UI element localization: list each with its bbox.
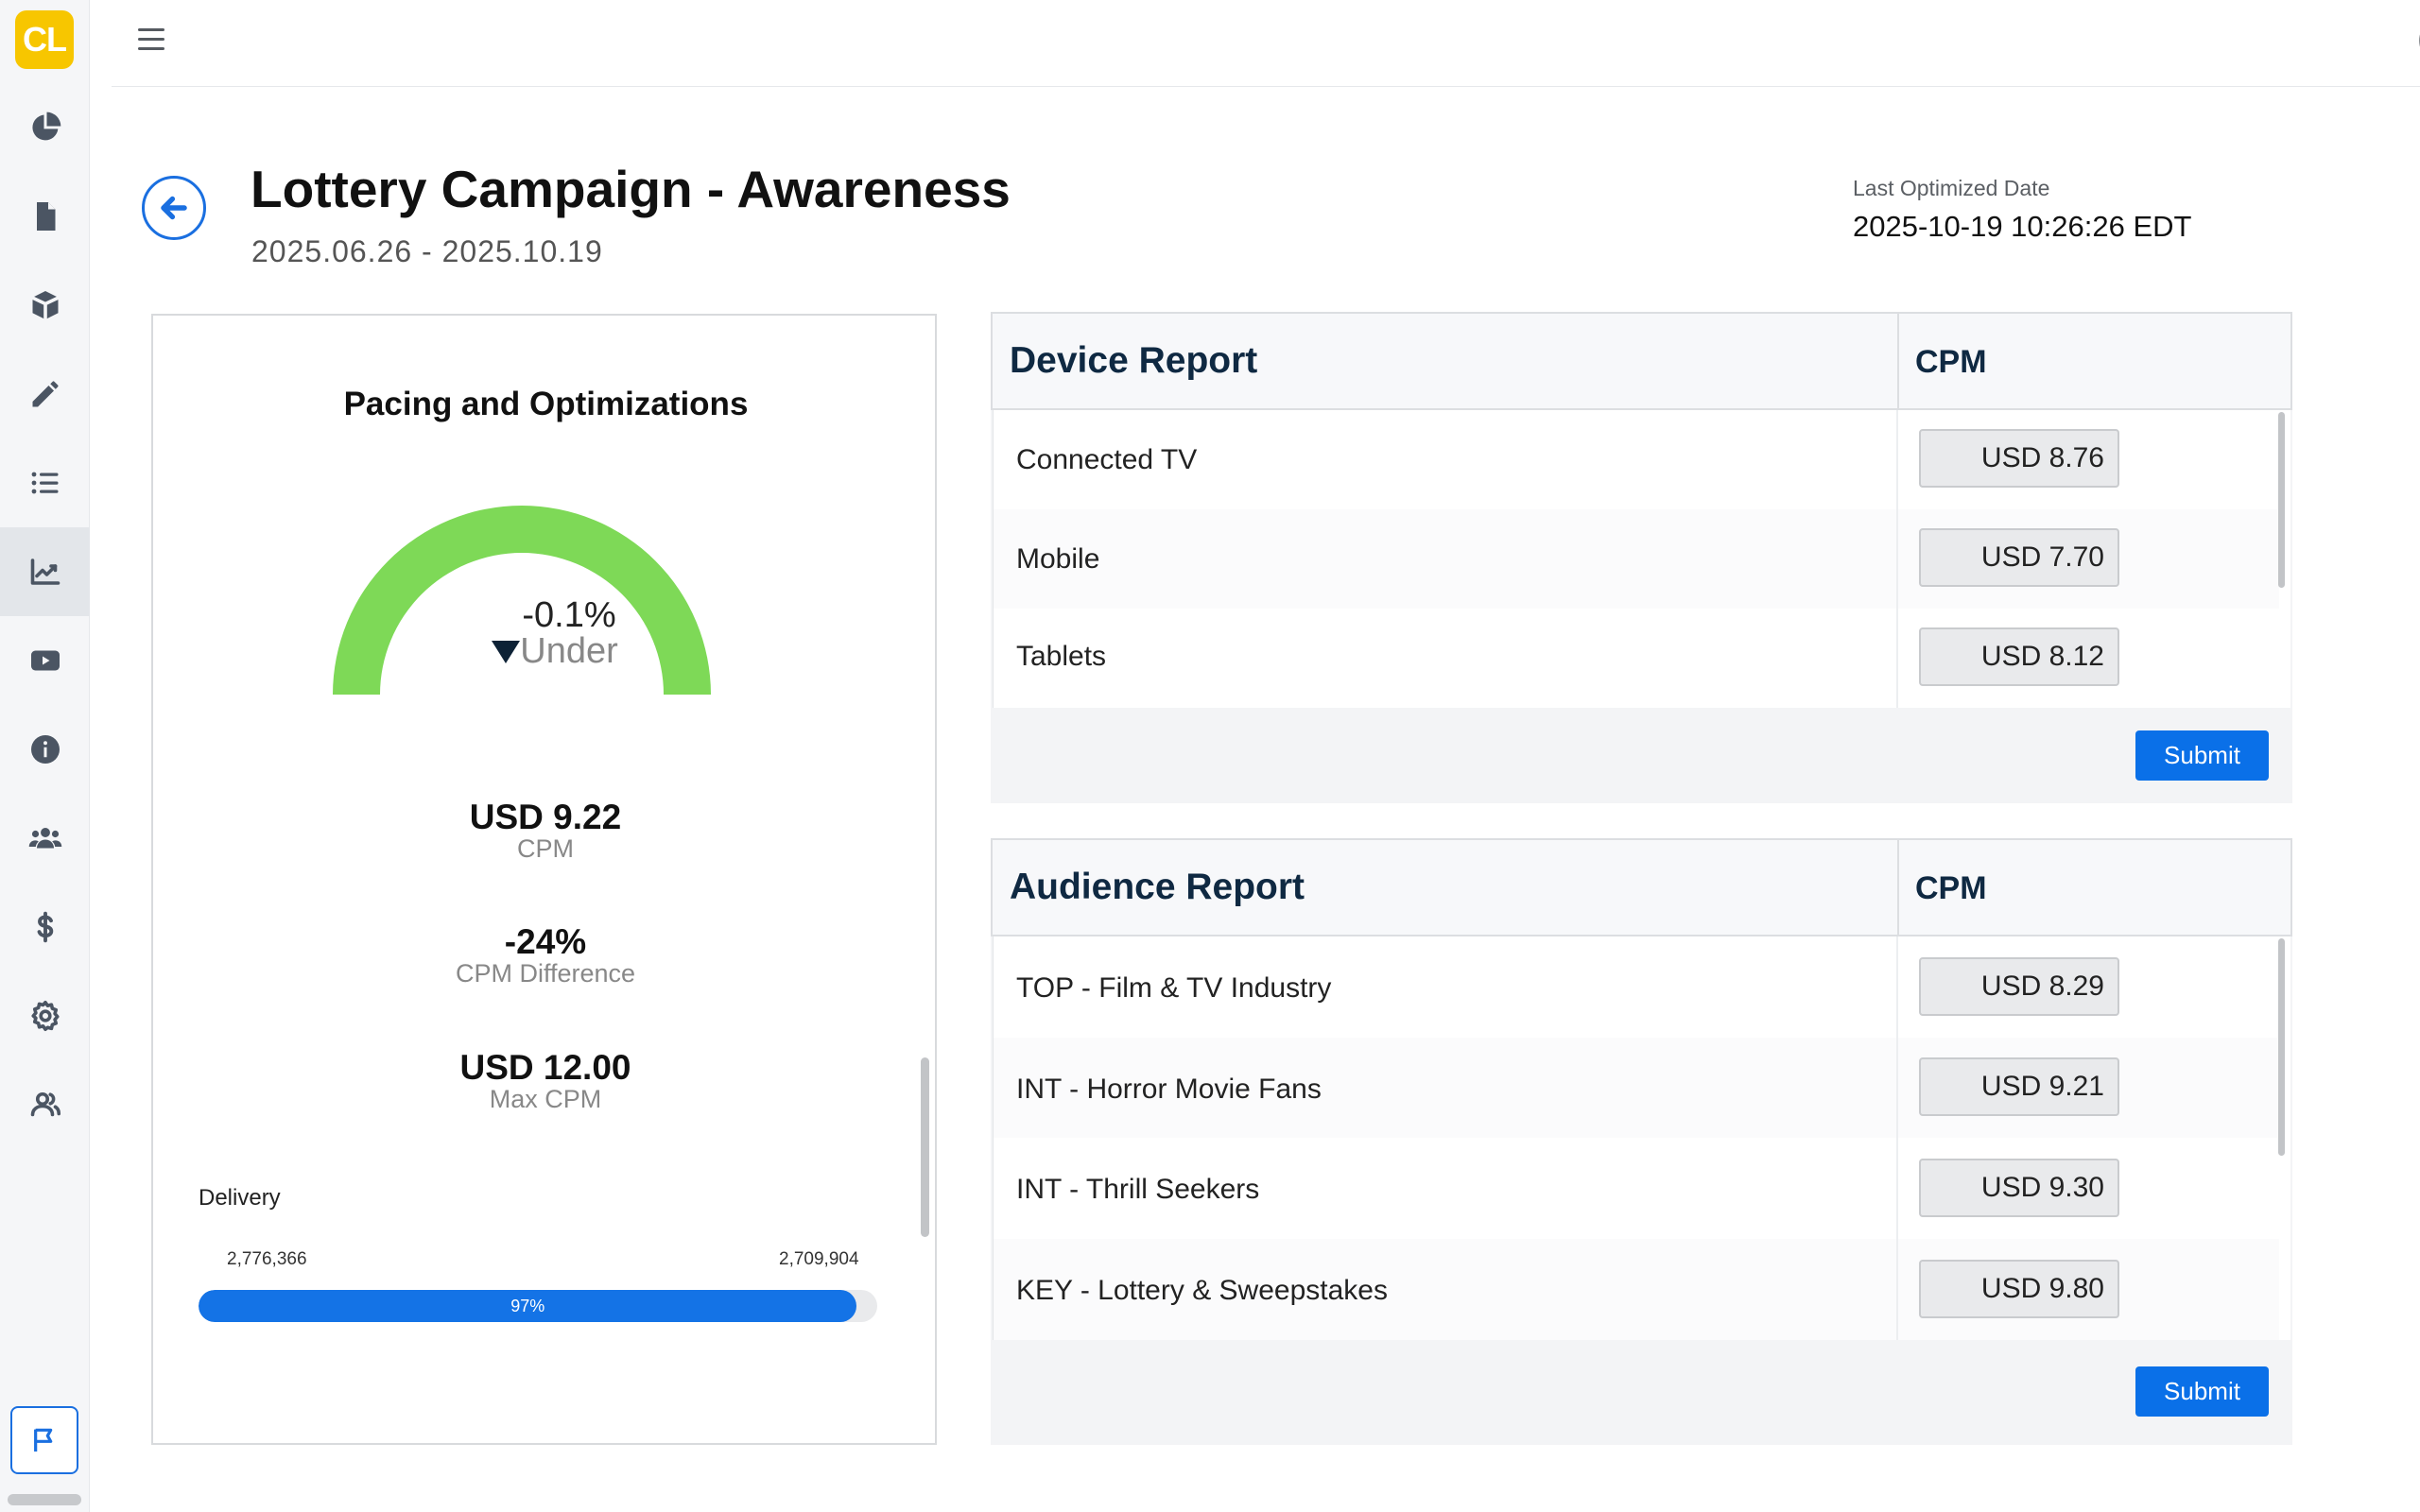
gauge-label: Under	[520, 631, 618, 671]
pencil-icon	[32, 381, 58, 407]
pacing-gauge	[333, 506, 711, 695]
audience-cpm-input[interactable]: USD 9.30	[1919, 1159, 2119, 1217]
dashboard-icon	[31, 112, 60, 141]
pacing-card: Pacing and Optimizations -0.1% Under USD…	[151, 314, 937, 1445]
gear-icon	[30, 1000, 60, 1032]
delivery-progress-bar: 97%	[199, 1290, 877, 1322]
device-cpm-header: CPM	[1915, 344, 1987, 380]
pacing-title: Pacing and Optimizations	[343, 386, 749, 422]
last-optimized-label: Last Optimized Date	[1853, 176, 2050, 200]
max-cpm-label: Max CPM	[489, 1085, 602, 1113]
device-report: Device Report CPM Connected TV USD 8.76 …	[991, 312, 2292, 803]
delivery-progress-fill: 97%	[199, 1290, 857, 1322]
device-report-header: Device Report CPM	[991, 312, 2292, 412]
page-title: Lottery Campaign - Awareness	[251, 160, 1011, 218]
info-icon	[30, 735, 60, 764]
cpm-difference-metric: -24% CPM Difference	[309, 922, 782, 988]
sidebar-item-settings[interactable]	[0, 971, 90, 1060]
campaign-date-range: 2025.06.26 - 2025.10.19	[251, 234, 603, 268]
device-cpm-input[interactable]: USD 8.76	[1919, 429, 2119, 488]
sidebar-item-documents[interactable]	[0, 172, 90, 261]
table-row: Tablets USD 8.12	[993, 609, 2290, 708]
table-row: Mobile USD 7.70	[993, 509, 2290, 609]
sidebar-item-users[interactable]	[0, 794, 90, 883]
team-icon	[30, 1091, 60, 1117]
device-name: Connected TV	[1016, 444, 1198, 475]
device-submit-button[interactable]: Submit	[2135, 730, 2269, 781]
audience-report-title: Audience Report	[1010, 867, 1305, 907]
video-icon	[30, 650, 60, 671]
cpm-label: CPM	[517, 834, 574, 863]
document-icon	[36, 202, 55, 231]
menu-icon[interactable]	[138, 28, 170, 57]
sidebar-item-analytics[interactable]	[0, 527, 90, 616]
sidebar-item-dashboard[interactable]	[0, 83, 90, 172]
dollar-icon	[37, 911, 53, 943]
device-cpm-input[interactable]: USD 8.12	[1919, 627, 2119, 686]
table-row: Connected TV USD 8.76	[993, 410, 2290, 509]
delivery-label: Delivery	[199, 1185, 281, 1211]
sidebar-item-billing[interactable]	[0, 883, 90, 971]
last-optimized-value: 2025-10-19 10:26:26 EDT	[1853, 210, 2192, 243]
audience-cpm-input[interactable]: USD 9.80	[1919, 1260, 2119, 1318]
cpm-difference-value: -24%	[504, 922, 587, 961]
report-flag-button[interactable]	[10, 1406, 78, 1474]
table-row: INT - Thrill Seekers USD 9.30	[993, 1138, 2290, 1239]
gauge-value: -0.1%	[522, 595, 616, 635]
gauge-pointer-icon	[492, 641, 520, 663]
audience-report: Audience Report CPM TOP - Film & TV Indu…	[991, 838, 2292, 1445]
table-row: TOP - Film & TV Industry USD 8.29	[993, 936, 2290, 1038]
audience-cpm-input[interactable]: USD 9.21	[1919, 1057, 2119, 1116]
sidebar-item-edit[interactable]	[0, 350, 90, 438]
sidebar: CL	[0, 0, 90, 1512]
users-icon	[28, 828, 61, 849]
gauge-arc	[333, 506, 711, 695]
list-icon	[31, 472, 58, 494]
audience-cpm-header: CPM	[1915, 870, 1987, 906]
audience-name: TOP - Film & TV Industry	[1016, 972, 1332, 1004]
arrow-left-icon	[161, 196, 187, 220]
device-report-scrollbar[interactable]	[2278, 412, 2285, 588]
sidebar-item-video[interactable]	[0, 616, 90, 705]
device-name: Tablets	[1016, 641, 1107, 672]
back-button[interactable]	[142, 176, 206, 240]
audience-report-scrollbar[interactable]	[2278, 938, 2285, 1156]
cpm-value: USD 9.22	[469, 798, 622, 836]
sidebar-item-info[interactable]	[0, 705, 90, 794]
delivery-delivered: 2,776,366	[227, 1249, 307, 1269]
max-cpm-value: USD 12.00	[459, 1048, 631, 1087]
analytics-icon	[30, 558, 60, 585]
device-cpm-input[interactable]: USD 7.70	[1919, 528, 2119, 587]
logo: CL	[15, 10, 74, 69]
max-cpm-metric: USD 12.00 Max CPM	[309, 1048, 782, 1114]
audience-name: INT - Thrill Seekers	[1016, 1174, 1260, 1205]
sidebar-item-products[interactable]	[0, 261, 90, 350]
top-bar	[112, 0, 2420, 87]
audience-cpm-input[interactable]: USD 8.29	[1919, 957, 2119, 1016]
flag-icon	[34, 1428, 53, 1452]
pacing-scrollbar[interactable]	[921, 1057, 929, 1237]
cpm-difference-label: CPM Difference	[455, 959, 636, 988]
audience-report-header: Audience Report CPM	[991, 838, 2292, 938]
audience-submit-button[interactable]: Submit	[2135, 1366, 2269, 1417]
audience-name: INT - Horror Movie Fans	[1016, 1074, 1322, 1105]
sidebar-item-list[interactable]	[0, 438, 90, 527]
device-name: Mobile	[1016, 543, 1100, 575]
sidebar-item-team[interactable]	[0, 1060, 90, 1149]
table-row: KEY - Lottery & Sweepstakes USD 9.80	[993, 1239, 2290, 1340]
box-icon	[30, 291, 60, 320]
device-report-title: Device Report	[1010, 340, 1258, 381]
audience-name: KEY - Lottery & Sweepstakes	[1016, 1275, 1388, 1306]
cpm-metric: USD 9.22 CPM	[309, 798, 782, 864]
table-row: INT - Horror Movie Fans USD 9.21	[993, 1038, 2290, 1138]
delivery-goal: 2,709,904	[779, 1249, 859, 1269]
sidebar-scrollbar[interactable]	[8, 1494, 81, 1505]
